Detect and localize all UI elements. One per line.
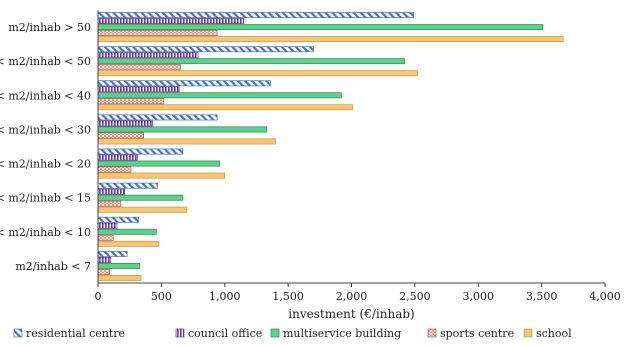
legend-swatch-school bbox=[523, 328, 533, 338]
category-label: < m2/inhab < 50 bbox=[0, 55, 91, 68]
x-tick-label: 500 bbox=[151, 290, 172, 303]
bar-sports-centre-7 bbox=[97, 268, 110, 275]
bar-residential-centre-1 bbox=[97, 46, 314, 53]
bar-residential-centre-3 bbox=[97, 114, 218, 121]
bar-school-4 bbox=[97, 172, 226, 179]
bar-sports-centre-6 bbox=[97, 234, 114, 241]
legend-label-sports-centre: sports centre bbox=[440, 327, 514, 340]
bar-residential-centre-4 bbox=[97, 148, 184, 155]
bar-multiservice-building-4 bbox=[97, 160, 221, 167]
bar-multiservice-building-5 bbox=[97, 194, 184, 201]
bar-residential-centre-2 bbox=[97, 80, 271, 87]
category-label: < m2/inhab < 10 bbox=[0, 226, 91, 239]
category-label: < m2/inhab < 20 bbox=[0, 158, 91, 171]
bar-sports-centre-1 bbox=[97, 64, 181, 71]
bar-council-office-0 bbox=[97, 18, 245, 25]
bar-council-office-5 bbox=[97, 188, 125, 195]
bar-multiservice-building-7 bbox=[97, 262, 141, 269]
bar-sports-centre-3 bbox=[97, 132, 144, 139]
bar-residential-centre-5 bbox=[97, 182, 158, 189]
bar-multiservice-building-0 bbox=[97, 24, 544, 31]
bar-council-office-6 bbox=[97, 222, 118, 229]
bar-sports-centre-0 bbox=[97, 30, 218, 37]
bar-multiservice-building-1 bbox=[97, 58, 406, 65]
x-tick-label: 2,500 bbox=[399, 290, 431, 303]
bar-sports-centre-2 bbox=[97, 98, 165, 105]
legend-swatch-residential-centre bbox=[13, 328, 23, 338]
category-label: < m2/inhab < 40 bbox=[0, 89, 91, 102]
x-tick-label: 0 bbox=[95, 290, 102, 303]
bar-multiservice-building-3 bbox=[97, 126, 267, 133]
bar-council-office-4 bbox=[97, 154, 138, 161]
bar-school-1 bbox=[97, 70, 418, 77]
bar-school-5 bbox=[97, 206, 188, 213]
x-tick-label: 4,000 bbox=[589, 290, 621, 303]
legend-label-multiservice-building: multiservice building bbox=[283, 327, 401, 340]
bar-multiservice-building-2 bbox=[97, 92, 342, 99]
bar-school-2 bbox=[97, 104, 354, 111]
legend-swatch-multiservice-building bbox=[270, 328, 280, 338]
bar-council-office-1 bbox=[97, 52, 199, 59]
bar-school-0 bbox=[97, 36, 564, 43]
x-tick-label: 1,500 bbox=[272, 290, 304, 303]
x-tick-label: 3,500 bbox=[526, 290, 558, 303]
bar-school-6 bbox=[97, 240, 160, 247]
x-tick-label: 2,000 bbox=[336, 290, 368, 303]
x-tick-label: 3,000 bbox=[463, 290, 495, 303]
legend-swatch-council-office bbox=[175, 328, 185, 338]
legend-label-council-office: council office bbox=[188, 327, 262, 340]
x-tick-label: 1,000 bbox=[209, 290, 241, 303]
category-label: m2/inhab < 7 bbox=[15, 260, 91, 273]
bar-sports-centre-4 bbox=[97, 166, 132, 173]
bar-multiservice-building-6 bbox=[97, 228, 157, 235]
bar-residential-centre-0 bbox=[97, 12, 414, 19]
bars-layer bbox=[97, 12, 564, 281]
bar-residential-centre-6 bbox=[97, 216, 139, 223]
bar-council-office-7 bbox=[97, 256, 112, 263]
bar-council-office-2 bbox=[97, 86, 180, 93]
x-axis-title: investment (€/inhab) bbox=[288, 307, 414, 321]
category-label: < m2/inhab < 30 bbox=[0, 123, 91, 136]
category-label: m2/inhab > 50 bbox=[8, 21, 91, 34]
legend-label-residential-centre: residential centre bbox=[26, 327, 125, 340]
legend: residential centre council office multiser… bbox=[13, 327, 572, 340]
bar-residential-centre-7 bbox=[97, 250, 128, 257]
bar-sports-centre-5 bbox=[97, 200, 122, 207]
axes-layer: m2/inhab > 50 < m2/inhab < 50 < m2/inhab <… bbox=[0, 10, 621, 321]
bar-school-3 bbox=[97, 138, 276, 145]
legend-swatch-sports-centre bbox=[427, 328, 437, 338]
bar-school-7 bbox=[97, 274, 142, 281]
legend-label-school: school bbox=[536, 327, 572, 340]
bar-council-office-3 bbox=[97, 120, 153, 127]
category-label: < m2/inhab < 15 bbox=[0, 192, 91, 205]
